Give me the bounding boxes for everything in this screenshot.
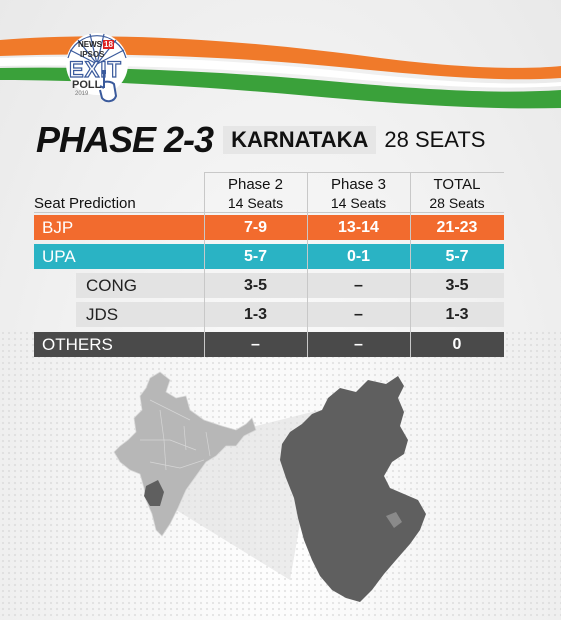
cell-jds-phase-3: – (354, 306, 363, 323)
page-title: PHASE 2-3 (36, 119, 214, 160)
row-label-cong: CONG (86, 276, 137, 295)
india-state-borders (140, 399, 211, 471)
tricolour-banner (0, 36, 561, 109)
cell-bjp-phase-2: 7-9 (243, 219, 268, 236)
cell-jds-phase-2: 1-3 (243, 306, 268, 323)
cell-others-total: 0 (452, 336, 462, 353)
state-name: KARNATAKA (223, 126, 377, 154)
header-top-rule (204, 172, 504, 173)
table-row-bjp: BJP 7-9 13-14 21-23 (34, 215, 504, 240)
cell-cong-phase-3: – (354, 277, 363, 294)
karnataka-highlight-small (144, 480, 164, 506)
voting-finger-icon (99, 70, 117, 103)
cell-others-phase-2: – (251, 336, 260, 353)
table-row-upa: UPA 5-7 0-1 5-7 (34, 244, 504, 269)
table-row-others: OTHERS – – 0 (34, 332, 504, 357)
header-bottom-rule (34, 212, 504, 213)
cell-upa-phase-2: 5-7 (243, 248, 268, 265)
column-sub-total: 28 Seats (429, 195, 485, 211)
column-sub-phase-3: 14 Seats (330, 195, 387, 211)
row-label-bjp: BJP (42, 218, 74, 237)
karnataka-inner-region (386, 512, 402, 528)
column-divider (204, 172, 205, 357)
table-row-cong: CONG 3-5 – 3-5 (76, 273, 504, 298)
cell-others-phase-3: – (354, 336, 363, 353)
green-stripe (0, 67, 561, 109)
karnataka-map (280, 376, 426, 602)
logo-poll-word: POLL (72, 79, 102, 91)
column-header-phase-3: Phase 3 (330, 176, 387, 193)
column-header-total: TOTAL (433, 176, 481, 193)
cell-bjp-total: 21-23 (436, 219, 478, 236)
total-seats-label: 28 SEATS (384, 127, 486, 152)
cell-bjp-phase-3: 13-14 (338, 219, 379, 236)
row-label-upa: UPA (42, 247, 76, 266)
saffron-stripe (0, 36, 561, 80)
column-sub-phase-2: 14 Seats (227, 195, 284, 211)
cell-cong-phase-2: 3-5 (243, 277, 268, 294)
row-label-jds: JDS (86, 305, 119, 324)
seat-prediction-header: Seat Prediction (34, 195, 136, 212)
network-name: NEWS 18 (78, 40, 114, 49)
table-row-jds: JDS 1-3 – 1-3 (76, 302, 504, 327)
cell-upa-phase-3: 0-1 (346, 248, 371, 265)
cell-cong-total: 3-5 (445, 277, 469, 294)
column-divider (410, 172, 411, 357)
logo-year: 2019 (75, 91, 89, 97)
logo-exit-word: EXIT (68, 56, 122, 82)
cell-upa-total: 5-7 (445, 248, 469, 265)
column-divider (307, 172, 308, 357)
exit-poll-logo: NEWS 18 IPSOS EXIT POLL 2019 (58, 30, 136, 108)
title-row: PHASE 2-3 KARNATAKA 28 SEATS (36, 118, 485, 162)
cell-jds-total: 1-3 (445, 306, 469, 323)
column-header-phase-2: Phase 2 (227, 176, 284, 193)
white-stripe (0, 56, 561, 88)
row-label-others: OTHERS (42, 335, 113, 354)
partner-name: IPSOS (80, 50, 105, 59)
